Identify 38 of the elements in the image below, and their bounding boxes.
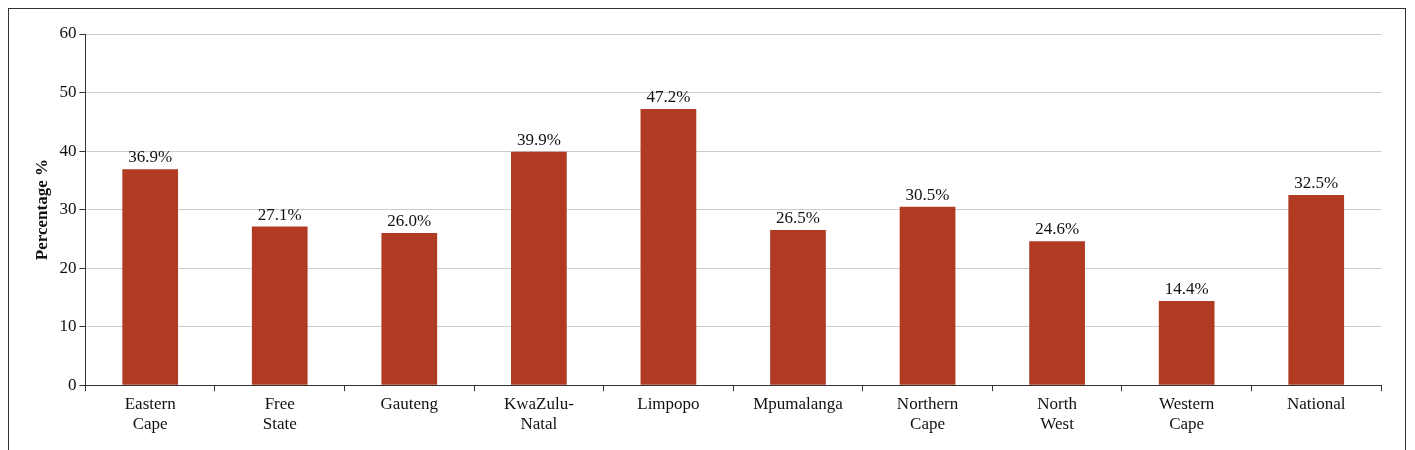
y-axis-title: Percentage % bbox=[31, 159, 51, 261]
bar bbox=[770, 230, 826, 385]
data-label: 26.0% bbox=[387, 210, 432, 230]
x-tick-label: Western Cape bbox=[1159, 393, 1215, 434]
y-tick-label: 30 bbox=[59, 199, 77, 219]
x-tick-label: Mpumalanga bbox=[753, 393, 844, 413]
bar bbox=[381, 233, 438, 385]
bar bbox=[511, 151, 567, 385]
x-tick-label: North West bbox=[1037, 393, 1078, 434]
data-label: 47.2% bbox=[646, 86, 691, 106]
bar bbox=[1029, 241, 1085, 385]
bar bbox=[122, 169, 179, 385]
data-label: 27.1% bbox=[257, 204, 302, 224]
bar bbox=[1288, 194, 1345, 385]
x-tick-label: National bbox=[1286, 393, 1346, 413]
data-label: 26.5% bbox=[776, 208, 820, 228]
y-tick-label: 20 bbox=[59, 257, 77, 277]
bar bbox=[899, 206, 956, 385]
data-label: 39.9% bbox=[516, 129, 561, 149]
y-tick-label: 50 bbox=[59, 82, 77, 101]
data-label: 24.6% bbox=[1035, 219, 1080, 239]
data-label: 32.5% bbox=[1294, 172, 1339, 192]
y-tick-label: 10 bbox=[59, 316, 77, 336]
x-tick-label: Limpopo bbox=[637, 393, 700, 413]
bar bbox=[251, 226, 308, 385]
y-tick-label: 60 bbox=[59, 23, 77, 43]
data-label: 14.4% bbox=[1164, 278, 1209, 298]
bar bbox=[1158, 300, 1215, 385]
y-tick-label: 40 bbox=[59, 140, 77, 160]
y-tick-label: 0 bbox=[67, 374, 77, 394]
x-tick-label: Northern Cape bbox=[896, 393, 959, 434]
data-label: 36.9% bbox=[128, 147, 173, 167]
data-label: 30.5% bbox=[905, 184, 950, 204]
x-tick-label: Eastern Cape bbox=[124, 393, 177, 434]
x-tick-label: Gauteng bbox=[380, 393, 439, 413]
bar bbox=[640, 108, 697, 385]
x-tick-label: Free State bbox=[262, 393, 297, 434]
x-tick-label: KwaZulu-Natal bbox=[503, 393, 575, 434]
